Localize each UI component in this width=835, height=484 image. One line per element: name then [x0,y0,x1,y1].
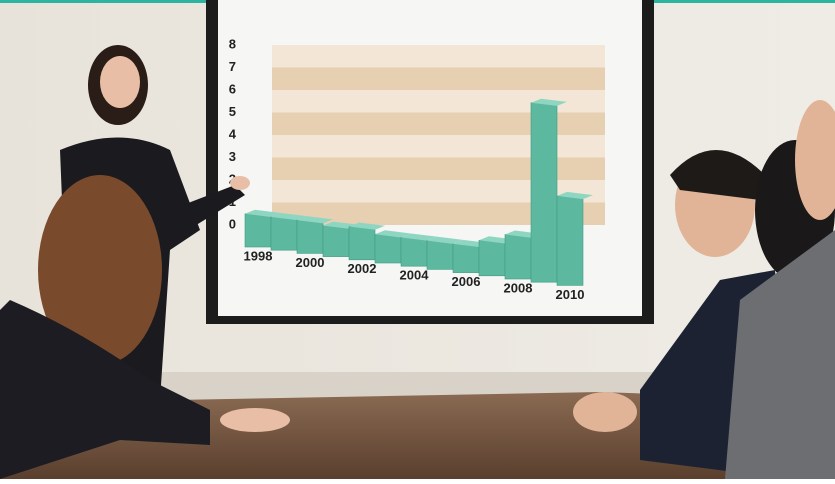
bar [271,217,297,250]
bar [245,214,271,247]
bar [557,196,583,286]
y-tick-label: 6 [229,81,236,96]
face [100,56,140,108]
bar [297,220,323,253]
grid-band [272,68,605,91]
hands [573,392,637,432]
y-tick-label: 7 [229,59,236,74]
bar [375,234,401,263]
x-tick-label: 2006 [452,274,481,289]
y-tick-label: 8 [229,36,236,51]
bar [427,241,453,270]
x-tick-label: 2004 [400,268,430,283]
x-tick-label: 1998 [244,248,273,263]
x-tick-label: 2010 [556,287,585,302]
bar [505,235,531,280]
y-tick-label: 3 [229,149,236,164]
hand [230,176,250,190]
page: 0123456781998200020022004200620082010 ((… [0,0,835,479]
x-tick-label: 2002 [348,261,377,276]
bar [401,237,427,266]
scene: 0123456781998200020022004200620082010 [0,0,835,479]
bar [323,226,349,257]
hands [220,408,290,432]
x-tick-label: 2008 [504,280,533,295]
y-tick-label: 5 [229,104,236,119]
grid-band [272,45,605,68]
x-tick-label: 2000 [296,255,325,270]
y-tick-label: 0 [229,216,236,231]
bar [453,244,479,273]
y-tick-label: 4 [229,126,237,141]
bar [349,227,375,260]
bar [479,240,505,275]
bar [531,103,557,283]
